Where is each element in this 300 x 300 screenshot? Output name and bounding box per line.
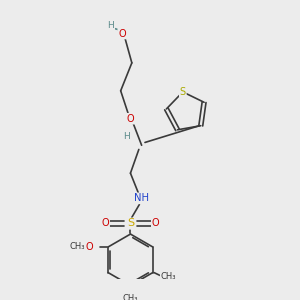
Text: CH₃: CH₃ xyxy=(70,242,85,251)
Text: O: O xyxy=(152,218,159,229)
Text: O: O xyxy=(101,218,109,229)
Text: H: H xyxy=(107,21,114,30)
Text: O: O xyxy=(86,242,93,252)
Text: O: O xyxy=(118,28,126,38)
Text: O: O xyxy=(127,114,134,124)
Text: NH: NH xyxy=(134,193,149,203)
Text: H: H xyxy=(123,132,130,141)
Text: S: S xyxy=(127,218,134,229)
Text: CH₃: CH₃ xyxy=(160,272,176,281)
Text: CH₃: CH₃ xyxy=(123,294,138,300)
Text: S: S xyxy=(180,87,186,97)
